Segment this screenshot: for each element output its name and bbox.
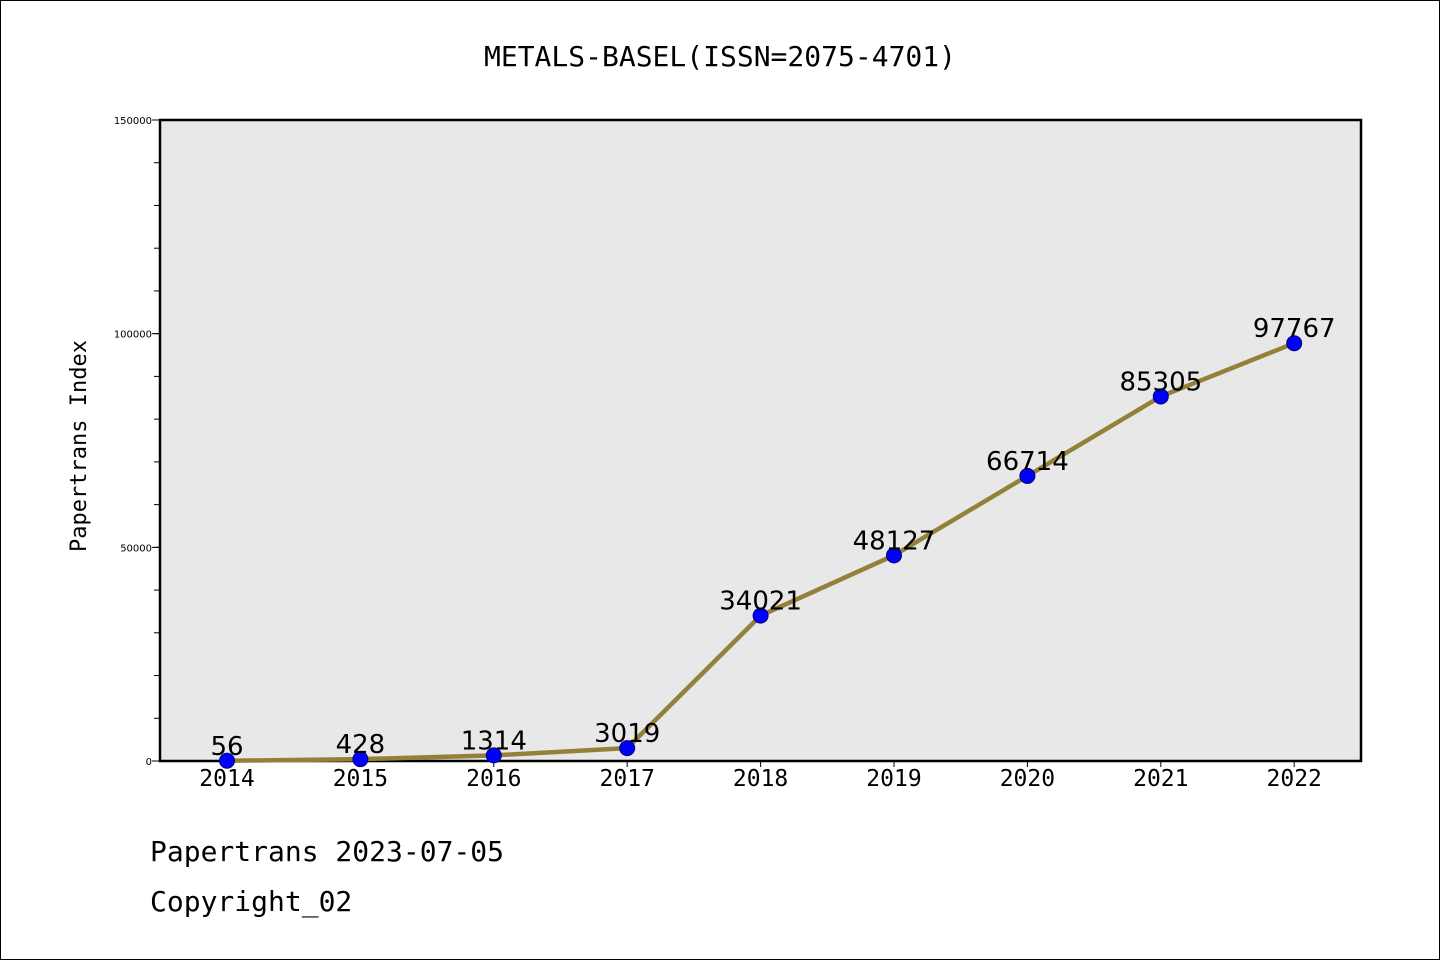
data-label: 56 (210, 732, 243, 762)
data-label: 48127 (853, 526, 936, 556)
data-label-layer: 56 428 1314 3019 34021 48127 66714 85305 97767 (210, 314, 1335, 762)
data-point (1019, 467, 1036, 484)
x-axis-ticks: 2014 2015 2016 2017 2018 2019 2020 2021 2022 (199, 761, 1322, 792)
x-tick-label: 2014 (199, 766, 254, 792)
data-label: 85305 (1119, 367, 1202, 397)
data-label: 97767 (1253, 314, 1336, 344)
data-point (619, 740, 636, 757)
data-label: 428 (336, 730, 386, 760)
x-tick-label: 2017 (600, 766, 655, 792)
y-tick-label: 150000 (114, 116, 152, 127)
x-tick-label: 2022 (1267, 766, 1322, 792)
data-point (352, 751, 369, 768)
y-tick-label: 0 (146, 757, 152, 768)
x-tick-label: 2021 (1133, 766, 1188, 792)
plot-area (158, 118, 1363, 763)
y-tick-label: 100000 (114, 330, 152, 341)
x-tick-label: 2019 (866, 766, 921, 792)
data-point (752, 607, 769, 624)
data-label: 34021 (719, 587, 802, 617)
x-tick-label: 2020 (1000, 766, 1055, 792)
data-point (1286, 335, 1303, 352)
y-tick-label: 50000 (120, 543, 152, 554)
x-tick-label: 2018 (733, 766, 788, 792)
data-point (1152, 388, 1169, 405)
footer-date-line: Papertrans 2023-07-05 (150, 835, 505, 868)
footer-copyright-line: Copyright_02 (150, 885, 353, 918)
data-label: 3019 (594, 719, 660, 749)
data-label: 1314 (461, 726, 527, 756)
chart-title: METALS-BASEL(ISSN=2075-4701) (484, 40, 956, 73)
data-point (219, 752, 235, 769)
data-label: 66714 (986, 447, 1069, 477)
x-tick-label: 2016 (466, 766, 521, 792)
data-point (886, 547, 902, 564)
y-axis-label: Papertrans Index (67, 340, 92, 552)
x-tick-label: 2015 (333, 766, 388, 792)
y-axis-ticks: 0 50000 100000 150000 (114, 116, 160, 768)
marker-layer (219, 335, 1303, 769)
data-point (485, 747, 502, 764)
